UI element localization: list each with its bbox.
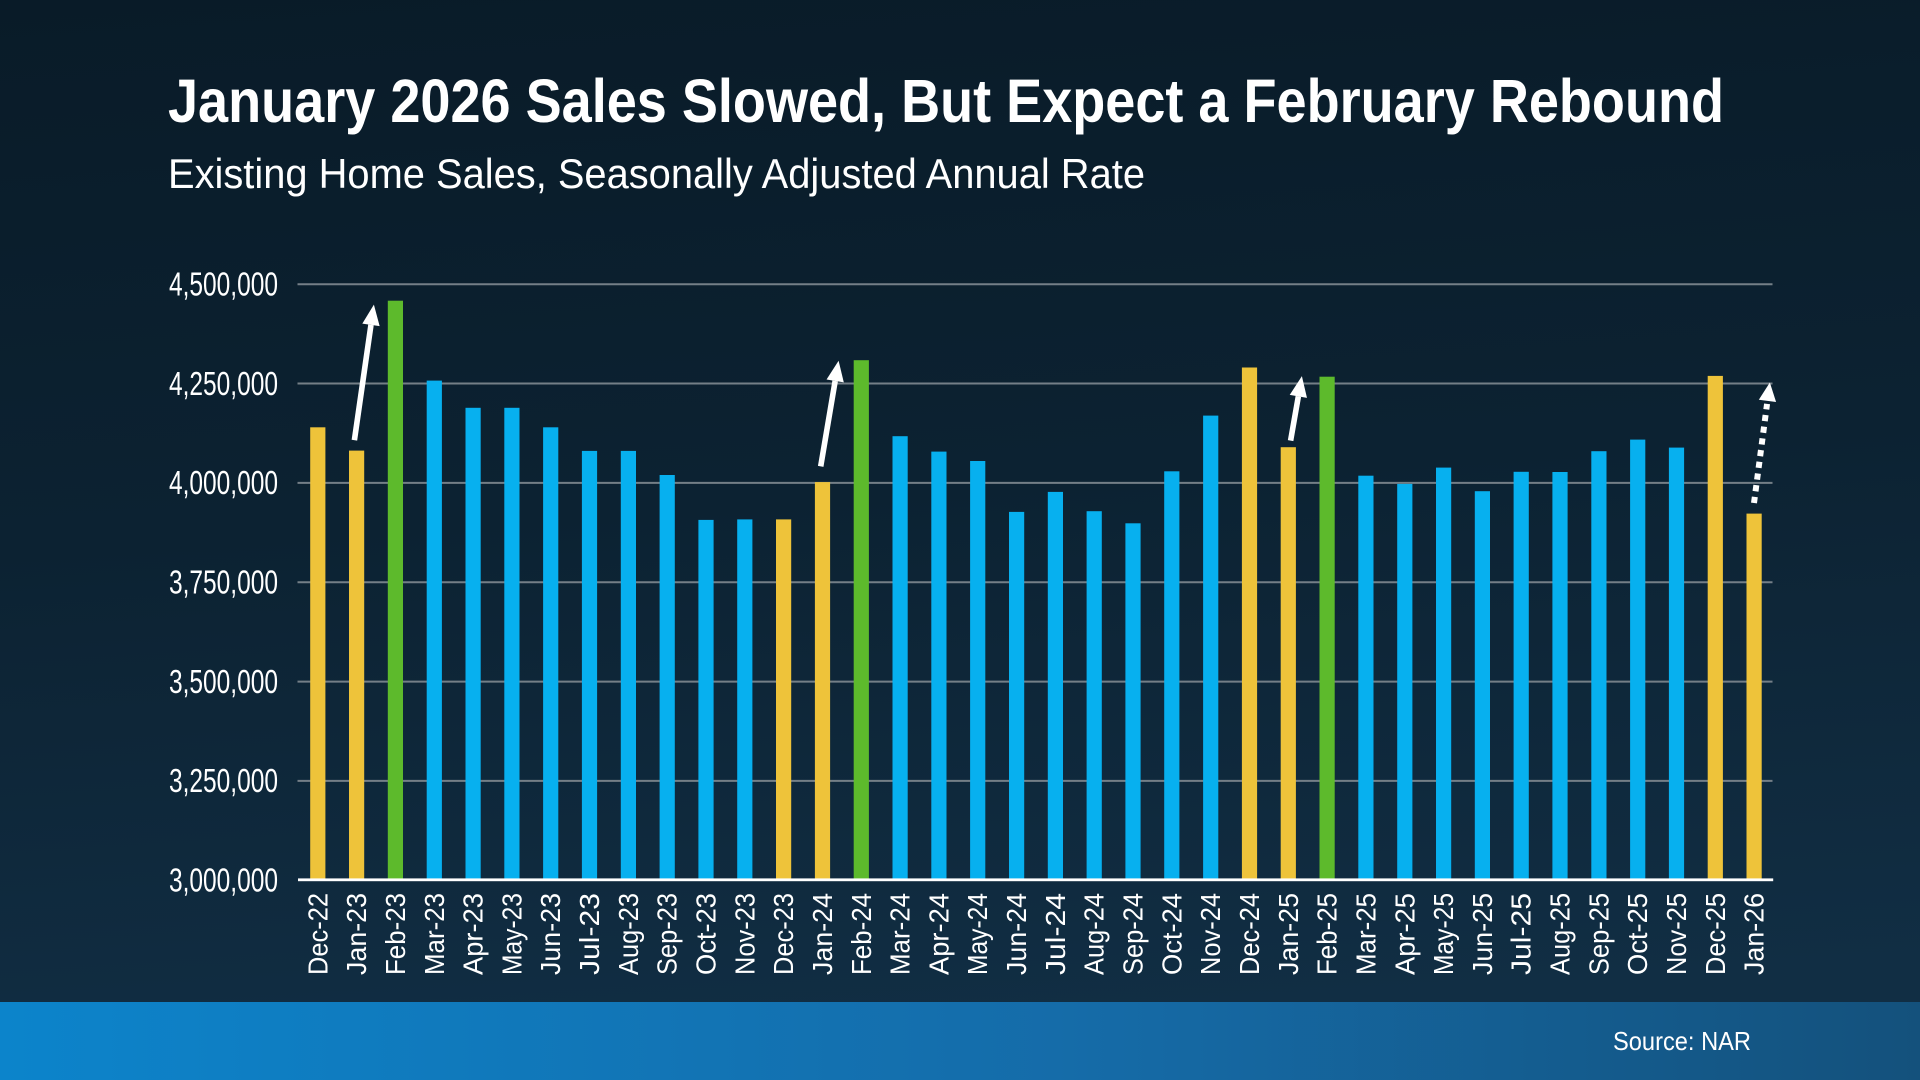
svg-text:Dec-24: Dec-24 [1234,893,1265,975]
svg-text:Jul-23: Jul-23 [574,893,605,975]
svg-text:Feb-23: Feb-23 [380,893,411,975]
svg-text:Jul-25: Jul-25 [1506,893,1537,975]
svg-text:4,250,000: 4,250,000 [169,365,278,402]
svg-text:Mar-23: Mar-23 [419,893,450,975]
svg-text:Nov-25: Nov-25 [1661,893,1692,975]
svg-text:Mar-24: Mar-24 [885,893,916,975]
svg-text:Dec-23: Dec-23 [768,893,799,975]
svg-text:Nov-24: Nov-24 [1195,893,1226,975]
svg-text:January 2026 Sales Slowed, But: January 2026 Sales Slowed, But Expect a … [168,67,1724,135]
svg-text:Jun-25: Jun-25 [1467,893,1498,975]
svg-text:Apr-23: Apr-23 [458,893,489,975]
svg-text:Aug-23: Aug-23 [613,893,644,975]
svg-text:3,000,000: 3,000,000 [169,862,278,899]
svg-text:3,750,000: 3,750,000 [169,564,278,601]
svg-text:Sep-25: Sep-25 [1583,893,1614,975]
svg-text:3,500,000: 3,500,000 [169,663,278,700]
svg-text:Oct-25: Oct-25 [1622,893,1653,975]
svg-text:Mar-25: Mar-25 [1350,893,1381,975]
svg-text:Jan-24: Jan-24 [807,893,838,975]
svg-text:Apr-25: Apr-25 [1389,893,1420,975]
svg-text:May-23: May-23 [496,893,527,975]
svg-text:May-25: May-25 [1428,893,1459,975]
svg-text:Existing Home Sales, Seasonall: Existing Home Sales, Seasonally Adjusted… [168,150,1145,197]
svg-text:Jun-23: Jun-23 [535,893,566,975]
svg-text:Oct-24: Oct-24 [1156,893,1187,975]
svg-text:Sep-23: Sep-23 [652,893,683,975]
svg-text:Aug-24: Aug-24 [1079,893,1110,975]
svg-text:Jan-25: Jan-25 [1273,893,1304,975]
svg-text:Jan-23: Jan-23 [341,893,372,975]
svg-text:Oct-23: Oct-23 [691,893,722,975]
svg-text:Dec-25: Dec-25 [1700,893,1731,975]
svg-text:Dec-22: Dec-22 [302,893,333,975]
svg-text:3,250,000: 3,250,000 [169,762,278,799]
svg-text:Jul-24: Jul-24 [1040,893,1071,975]
svg-text:Jan-26: Jan-26 [1739,893,1770,975]
svg-text:Aug-25: Aug-25 [1545,893,1576,975]
svg-text:May-24: May-24 [962,893,993,975]
svg-text:4,000,000: 4,000,000 [169,464,278,501]
svg-text:Source: NAR: Source: NAR [1613,1026,1751,1056]
svg-text:Nov-23: Nov-23 [729,893,760,975]
svg-text:Jun-24: Jun-24 [1001,893,1032,975]
svg-text:Sep-24: Sep-24 [1118,893,1149,975]
svg-text:Feb-25: Feb-25 [1312,893,1343,975]
svg-text:Feb-24: Feb-24 [846,893,877,975]
svg-text:4,500,000: 4,500,000 [169,266,278,303]
svg-text:Apr-24: Apr-24 [923,893,954,975]
